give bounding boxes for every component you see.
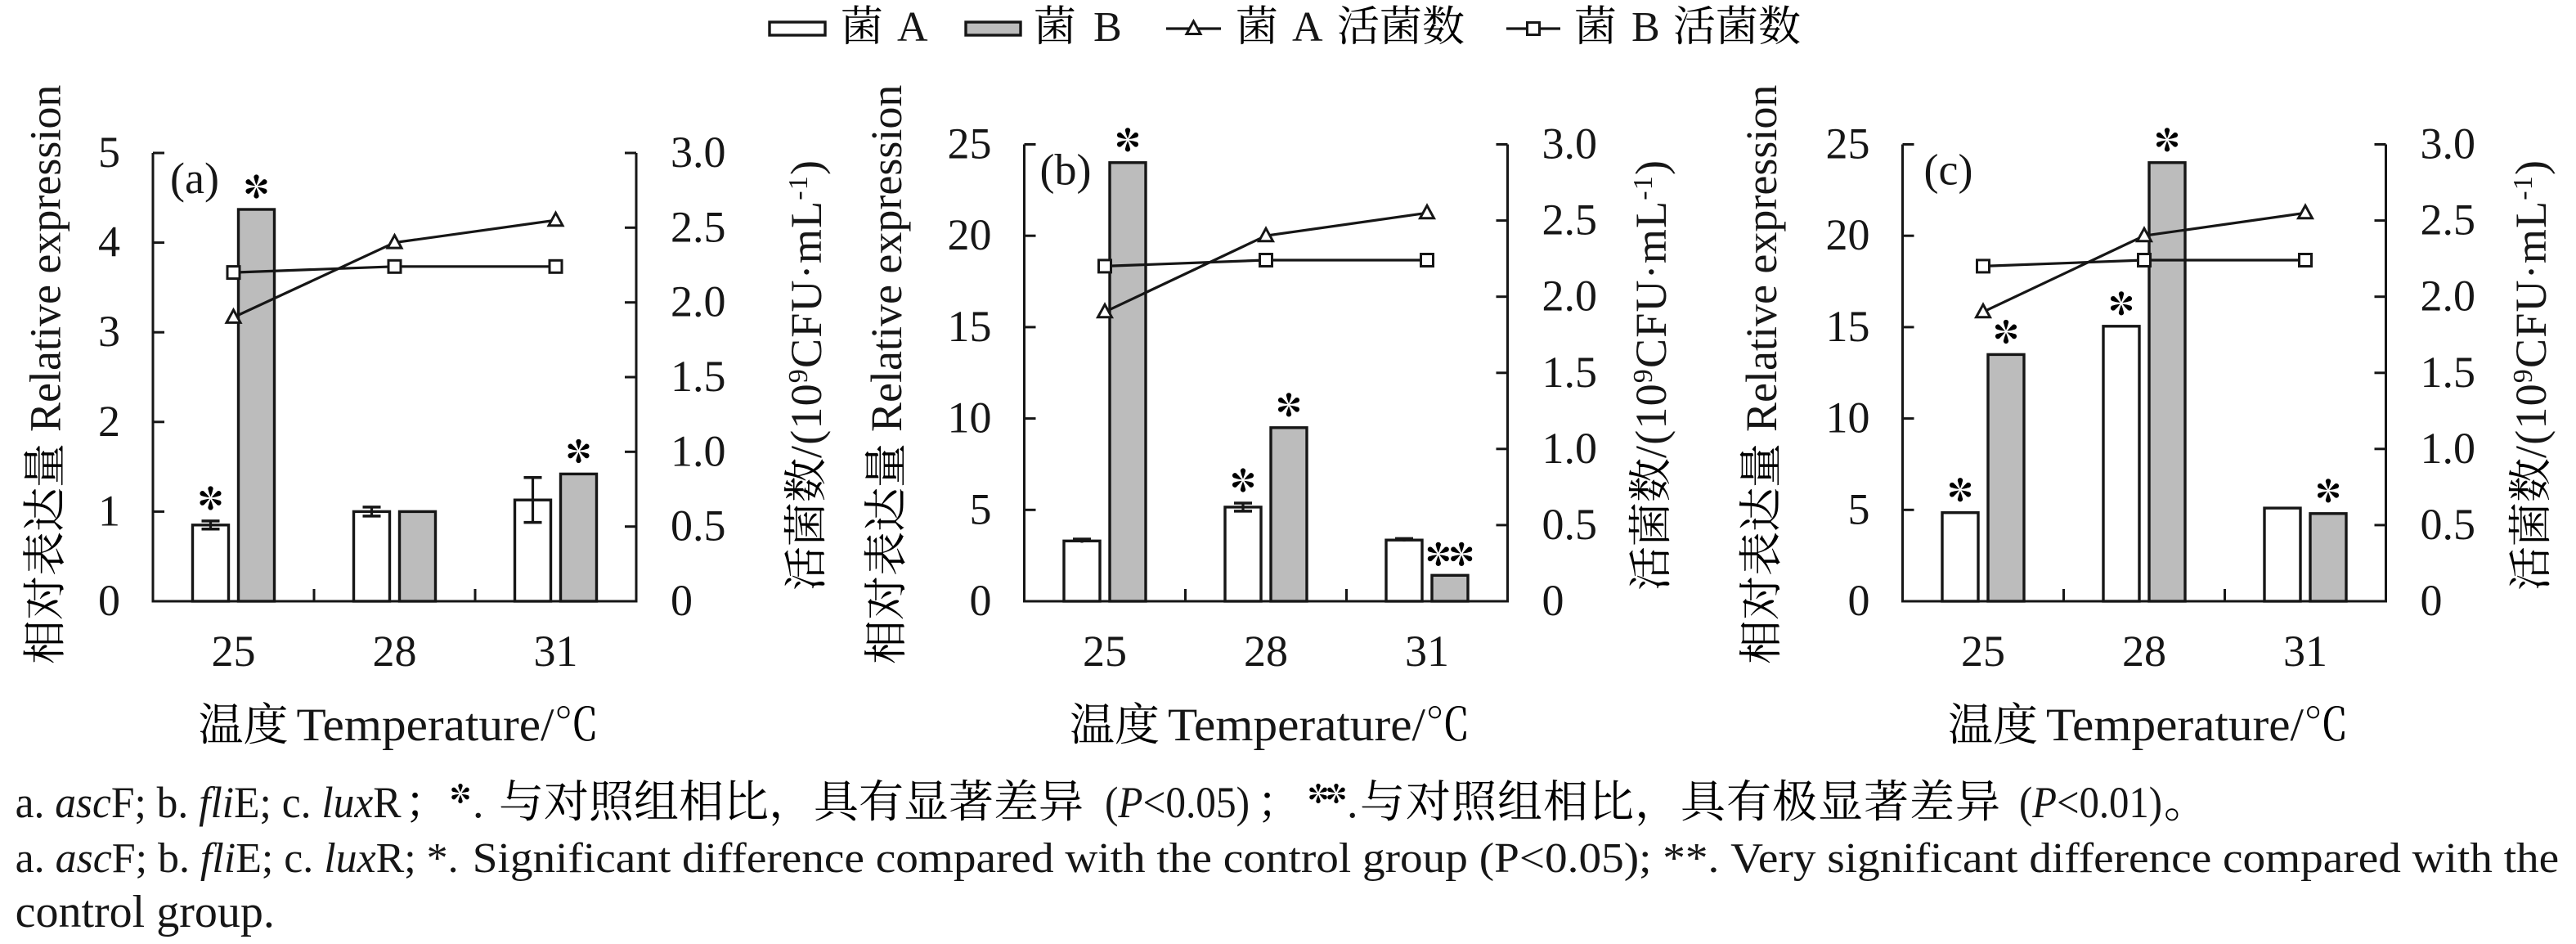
svg-text:0.5: 0.5: [1542, 500, 1598, 549]
svg-text:31: 31: [2283, 627, 2327, 676]
svg-text:15: 15: [1826, 302, 1870, 351]
svg-text:0: 0: [671, 576, 693, 625]
svg-text:/(109CFU·mL-1): /(109CFU·mL-1): [1627, 160, 1676, 458]
svg-text:Temperature/: Temperature/: [2046, 699, 2304, 751]
svg-text:5: 5: [98, 128, 120, 177]
svg-text:2.0: 2.0: [1542, 272, 1598, 321]
svg-text:4: 4: [98, 218, 120, 267]
svg-text:28: 28: [373, 627, 417, 676]
svg-text:28: 28: [1244, 627, 1288, 676]
svg-text:31: 31: [1405, 627, 1449, 676]
svg-text:1.0: 1.0: [2421, 424, 2476, 473]
svg-text:Significant difference compare: Significant difference compared with the…: [473, 835, 2559, 882]
svg-text:(a): (a): [170, 154, 219, 203]
svg-text:(b): (b): [1040, 146, 1092, 195]
svg-text:.: .: [473, 778, 484, 827]
svg-text:A: A: [1292, 4, 1323, 51]
svg-text:3.0: 3.0: [2421, 119, 2476, 169]
svg-text:25: 25: [1961, 627, 2005, 676]
svg-text:B: B: [1631, 4, 1660, 51]
svg-text:20: 20: [1826, 210, 1870, 259]
svg-text:0: 0: [98, 576, 120, 625]
svg-text:3: 3: [98, 307, 120, 356]
svg-text:2.5: 2.5: [2421, 196, 2476, 245]
svg-text:5: 5: [970, 484, 992, 533]
svg-text:.: .: [1347, 778, 1358, 827]
svg-text:0: 0: [1848, 576, 1870, 625]
svg-text:Temperature/: Temperature/: [1168, 699, 1425, 751]
svg-text:B: B: [1093, 4, 1122, 51]
svg-text:/(109CFU·mL-1): /(109CFU·mL-1): [782, 160, 831, 458]
svg-text:10: 10: [948, 393, 992, 443]
svg-text:A: A: [897, 4, 928, 51]
svg-text:1.0: 1.0: [1542, 424, 1598, 473]
svg-text:3.0: 3.0: [1542, 119, 1598, 169]
svg-text:1: 1: [98, 486, 120, 535]
svg-text:Relative expression: Relative expression: [1737, 85, 1786, 432]
svg-text:25: 25: [948, 119, 992, 169]
svg-text:a. ascF; b. fliE; c. luxR: a. ascF; b. fliE; c. luxR: [16, 778, 402, 827]
svg-text:20: 20: [948, 210, 992, 259]
svg-text:31: 31: [534, 627, 578, 676]
svg-text:25: 25: [212, 627, 256, 676]
svg-text:Relative expression: Relative expression: [862, 85, 911, 432]
svg-text:(P<0.01): (P<0.01): [2019, 778, 2162, 827]
svg-text:3.0: 3.0: [671, 128, 726, 177]
svg-text:0: 0: [2421, 576, 2443, 625]
svg-text:0.5: 0.5: [2421, 500, 2476, 549]
svg-text:2.5: 2.5: [1542, 196, 1598, 245]
svg-text:25: 25: [1826, 119, 1870, 169]
svg-text:25: 25: [1083, 627, 1127, 676]
svg-text:0.5: 0.5: [671, 501, 726, 551]
svg-text:a. ascF; b. fliE; c. luxR; *.: a. ascF; b. fliE; c. luxR; *.: [16, 835, 459, 882]
svg-text:28: 28: [2122, 627, 2166, 676]
svg-text:1.5: 1.5: [1542, 348, 1598, 397]
svg-text:0: 0: [1542, 576, 1564, 625]
svg-text:1.5: 1.5: [2421, 348, 2476, 397]
svg-text:2.0: 2.0: [671, 277, 726, 326]
svg-text:Temperature/: Temperature/: [297, 699, 554, 751]
svg-text:1.5: 1.5: [671, 352, 726, 401]
svg-text:(c): (c): [1924, 146, 1973, 195]
svg-text:Relative expression: Relative expression: [21, 85, 70, 432]
svg-text:/(109CFU·mL-1): /(109CFU·mL-1): [2506, 160, 2556, 458]
svg-text:control group.: control group.: [16, 887, 275, 937]
svg-text:15: 15: [948, 302, 992, 351]
svg-text:2.0: 2.0: [2421, 272, 2476, 321]
svg-text:2: 2: [98, 397, 120, 446]
svg-text:(P<0.05): (P<0.05): [1105, 778, 1250, 827]
svg-text:0: 0: [970, 576, 992, 625]
svg-text:1.0: 1.0: [671, 426, 726, 475]
svg-text:2.5: 2.5: [671, 202, 726, 251]
svg-text:5: 5: [1848, 484, 1870, 533]
svg-text:10: 10: [1826, 393, 1870, 443]
